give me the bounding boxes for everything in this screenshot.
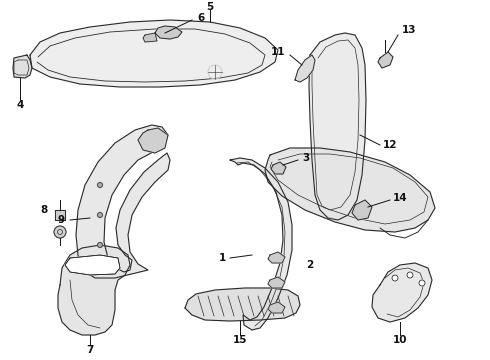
Polygon shape — [65, 255, 120, 275]
Polygon shape — [268, 252, 285, 263]
Polygon shape — [138, 128, 168, 153]
Circle shape — [419, 280, 425, 286]
Circle shape — [54, 226, 66, 238]
Text: 15: 15 — [233, 335, 247, 345]
Text: 9: 9 — [58, 215, 65, 225]
Polygon shape — [155, 26, 182, 39]
Text: 11: 11 — [270, 47, 285, 57]
Text: 12: 12 — [383, 140, 397, 150]
Polygon shape — [13, 55, 32, 78]
Text: 8: 8 — [41, 205, 48, 215]
Polygon shape — [295, 55, 315, 82]
Polygon shape — [55, 210, 65, 220]
Polygon shape — [268, 302, 285, 313]
Text: 10: 10 — [393, 335, 407, 345]
Text: 7: 7 — [86, 345, 94, 355]
Polygon shape — [143, 33, 157, 42]
Circle shape — [98, 183, 102, 188]
Text: 13: 13 — [402, 25, 416, 35]
Text: 5: 5 — [206, 2, 214, 12]
Polygon shape — [58, 245, 130, 335]
Text: 1: 1 — [219, 253, 226, 263]
Polygon shape — [268, 277, 285, 288]
Text: 6: 6 — [197, 13, 204, 23]
Text: 3: 3 — [302, 153, 309, 163]
Text: 4: 4 — [16, 100, 24, 110]
Circle shape — [392, 275, 398, 281]
Polygon shape — [265, 148, 435, 232]
Circle shape — [407, 272, 413, 278]
Polygon shape — [185, 288, 300, 321]
Polygon shape — [76, 125, 170, 278]
Text: 14: 14 — [393, 193, 408, 203]
Polygon shape — [309, 33, 366, 220]
Polygon shape — [372, 263, 432, 322]
Polygon shape — [378, 52, 393, 68]
Polygon shape — [271, 162, 286, 174]
Circle shape — [98, 243, 102, 248]
Circle shape — [98, 212, 102, 217]
Polygon shape — [352, 200, 372, 220]
Polygon shape — [230, 158, 292, 330]
Text: 2: 2 — [306, 260, 314, 270]
Polygon shape — [30, 20, 278, 87]
